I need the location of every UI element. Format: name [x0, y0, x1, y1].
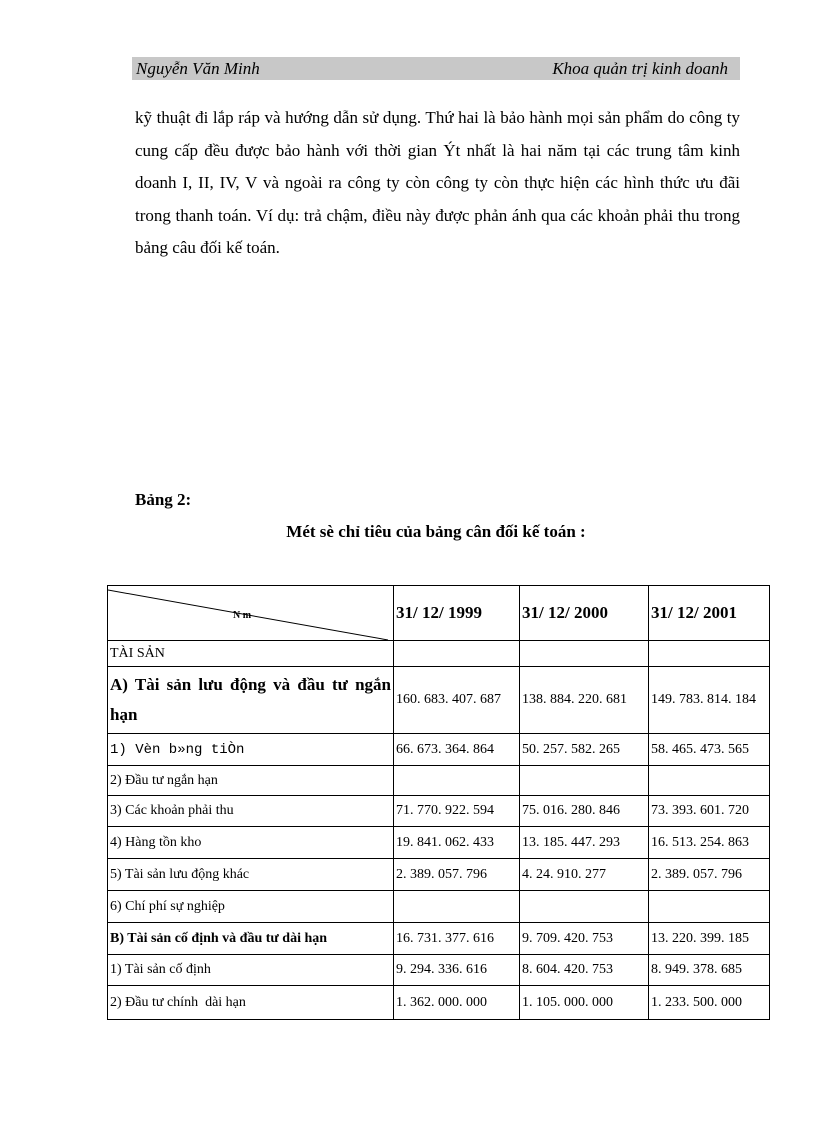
- cell: [519, 765, 649, 796]
- table-label: Bảng 2:: [135, 490, 192, 509]
- cell: [648, 640, 770, 667]
- cell: [393, 890, 520, 923]
- cell: 1. 105. 000. 000: [519, 985, 649, 1020]
- table-row: B) Tài sản cố định và đầu tư dài hạn 16.…: [107, 922, 770, 955]
- cell: 58. 465. 473. 565: [648, 733, 770, 766]
- cell: 1. 362. 000. 000: [393, 985, 520, 1020]
- cell: 160. 683. 407. 687: [393, 666, 520, 734]
- table-row: 2) Đầu tư chính dài hạn 1. 362. 000. 000…: [107, 985, 770, 1020]
- table-row: 6) Chí phí sự nghiệp: [107, 890, 770, 923]
- header-author: Nguyễn Văn Minh: [136, 59, 260, 78]
- column-header: 31/ 12/ 2000: [519, 585, 649, 641]
- table-header-row: N m 31/ 12/ 1999 31/ 12/ 2000 31/ 12/ 20…: [107, 585, 770, 641]
- cell: 2. 389. 057. 796: [393, 858, 520, 891]
- cell: 138. 884. 220. 681: [519, 666, 649, 734]
- row-label: 3) Các khoản phải thu: [107, 795, 394, 827]
- row-label: B) Tài sản cố định và đầu tư dài hạn: [107, 922, 394, 955]
- table-row: 5) Tài sản lưu động khác 2. 389. 057. 79…: [107, 858, 770, 891]
- balance-sheet-table: N m 31/ 12/ 1999 31/ 12/ 2000 31/ 12/ 20…: [107, 585, 770, 1020]
- cell: 19. 841. 062. 433: [393, 826, 520, 859]
- cell: 8. 949. 378. 685: [648, 954, 770, 986]
- cell: 13. 185. 447. 293: [519, 826, 649, 859]
- cell: 16. 731. 377. 616: [393, 922, 520, 955]
- row-label: 6) Chí phí sự nghiệp: [107, 890, 394, 923]
- table-row: 4) Hàng tồn kho 19. 841. 062. 433 13. 18…: [107, 826, 770, 859]
- table-title: Mét sè chỉ tiêu của bảng cân đối kế toán…: [286, 522, 586, 541]
- cell: 50. 257. 582. 265: [519, 733, 649, 766]
- corner-cell: N m: [107, 585, 394, 641]
- cell: 13. 220. 399. 185: [648, 922, 770, 955]
- table-row: TÀI SẢN: [107, 640, 770, 667]
- table-row: 1) Vèn b»ng tiÒn 66. 673. 364. 864 50. 2…: [107, 733, 770, 766]
- table-row: 3) Các khoản phải thu 71. 770. 922. 594 …: [107, 795, 770, 827]
- cell: [393, 640, 520, 667]
- cell: 16. 513. 254. 863: [648, 826, 770, 859]
- column-header: 31/ 12/ 1999: [393, 585, 520, 641]
- cell: 4. 24. 910. 277: [519, 858, 649, 891]
- row-label: 2) Đầu tư chính dài hạn: [107, 985, 394, 1020]
- table-row: 2) Đầu tư ngắn hạn: [107, 765, 770, 796]
- cell: [393, 765, 520, 796]
- cell: 2. 389. 057. 796: [648, 858, 770, 891]
- diagonal-line: [108, 589, 389, 640]
- cell: [648, 890, 770, 923]
- row-label: 4) Hàng tồn kho: [107, 826, 394, 859]
- cell: 75. 016. 280. 846: [519, 795, 649, 827]
- cell: 8. 604. 420. 753: [519, 954, 649, 986]
- body-paragraph: kỹ thuật đi lắp ráp và hướng dẫn sử dụng…: [135, 108, 740, 257]
- row-label: 5) Tài sản lưu động khác: [107, 858, 394, 891]
- cell: 9. 709. 420. 753: [519, 922, 649, 955]
- row-label: 1) Vèn b»ng tiÒn: [107, 733, 394, 766]
- page-header: Nguyễn Văn Minh Khoa quản trị kinh doanh: [132, 57, 740, 80]
- header-department: Khoa quản trị kinh doanh: [552, 59, 728, 78]
- column-header: 31/ 12/ 2001: [648, 585, 770, 641]
- row-label-text: A) Tài sản lưu động và đầu tư ngắn hạn: [110, 675, 391, 724]
- row-label: A) Tài sản lưu động và đầu tư ngắn hạn: [107, 666, 394, 734]
- cell: 149. 783. 814. 184: [648, 666, 770, 734]
- cell: 1. 233. 500. 000: [648, 985, 770, 1020]
- row-label: TÀI SẢN: [107, 640, 394, 667]
- cell: 9. 294. 336. 616: [393, 954, 520, 986]
- corner-label: N m: [233, 610, 252, 621]
- row-label: 2) Đầu tư ngắn hạn: [107, 765, 394, 796]
- cell: [519, 640, 649, 667]
- cell: 66. 673. 364. 864: [393, 733, 520, 766]
- cell: 73. 393. 601. 720: [648, 795, 770, 827]
- cell: [648, 765, 770, 796]
- cell: [519, 890, 649, 923]
- row-label: 1) Tài sản cố định: [107, 954, 394, 986]
- table-row: 1) Tài sản cố định 9. 294. 336. 616 8. 6…: [107, 954, 770, 986]
- table-row: A) Tài sản lưu động và đầu tư ngắn hạn 1…: [107, 666, 770, 734]
- cell: 71. 770. 922. 594: [393, 795, 520, 827]
